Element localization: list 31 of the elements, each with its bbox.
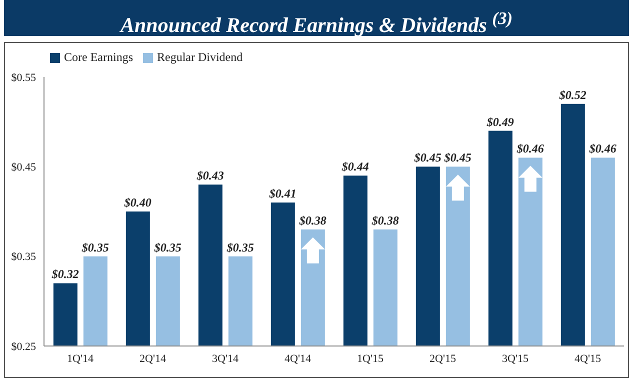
data-label: $0.32 (50, 267, 79, 282)
data-label: $0.45 (413, 150, 442, 165)
y-tick-label: $0.45 (11, 162, 36, 174)
data-label: $0.49 (486, 114, 514, 129)
data-label: $0.35 (153, 240, 182, 254)
x-tick-label: 2Q'14 (140, 352, 166, 365)
data-label: $0.52 (558, 88, 586, 102)
x-tick-label: 2Q'15 (430, 352, 456, 365)
y-tick-label: $0.35 (11, 251, 36, 264)
chart-title: Announced Record Earnings & Dividends $^{(3)}$ (4, 0, 629, 37)
data-label: $0.44 (340, 160, 369, 174)
x-tick-label: 3Q'14 (212, 352, 239, 365)
legend-label: Core Earnings (64, 50, 133, 64)
data-label: $0.38 (370, 213, 399, 228)
data-label: $0.46 (588, 142, 616, 156)
y-tick-label: $0.55 (11, 72, 36, 84)
legend-label: Regular Dividend (156, 50, 243, 64)
y-tick-label: $0.25 (11, 340, 36, 353)
data-label: $0.41 (268, 186, 296, 201)
x-tick-label: 1Q'15 (357, 352, 384, 365)
data-label: $0.35 (226, 240, 254, 254)
data-label: $0.40 (123, 196, 152, 210)
data-label: $0.35 (80, 240, 109, 254)
data-label: $0.46 (516, 142, 544, 156)
x-tick-label: 3Q'15 (502, 352, 529, 365)
x-tick-label: 4Q'14 (284, 352, 312, 365)
data-label: $0.43 (196, 168, 224, 183)
x-tick-label: 1Q'14 (67, 352, 94, 365)
data-label: $0.38 (298, 213, 326, 228)
x-tick-label: 4Q'15 (574, 352, 602, 365)
data-label: $0.45 (443, 150, 472, 165)
